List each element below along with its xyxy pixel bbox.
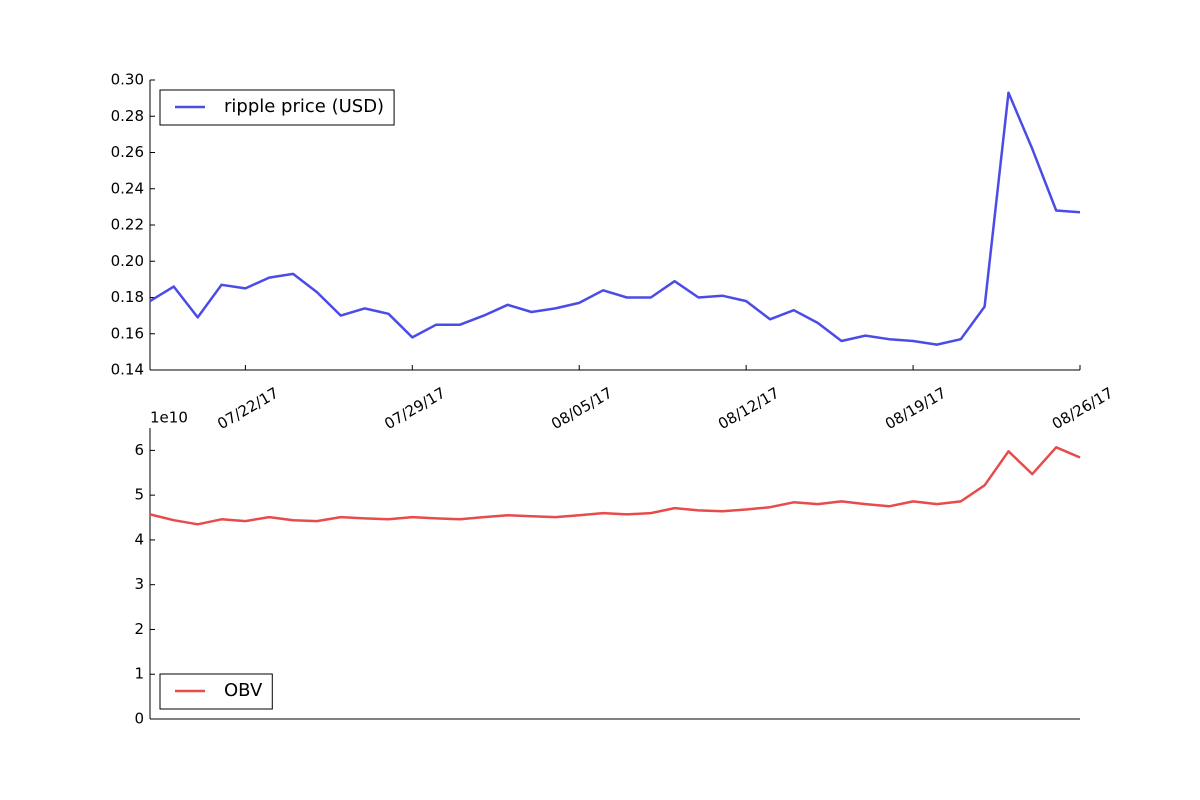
y-tick-label: 2: [134, 620, 144, 638]
x-tick-label: 08/12/17: [715, 384, 782, 433]
y-tick-label: 0.28: [111, 107, 144, 125]
y-tick-label: 1: [134, 665, 144, 683]
legend: ripple price (USD): [159, 89, 395, 126]
data-line: [149, 91, 1081, 346]
offset-text: 1e10: [150, 409, 188, 427]
y-tick-label: 0: [134, 710, 144, 728]
x-tick-label: 08/05/17: [548, 384, 615, 433]
x-tick-label: 07/22/17: [214, 384, 281, 433]
legend: OBV: [159, 673, 273, 710]
y-tick-label: 0.14: [111, 361, 144, 379]
y-tick-label: 0.24: [111, 179, 144, 197]
y-tick-label: 3: [134, 575, 144, 593]
legend-label: ripple price (USD): [224, 96, 384, 117]
x-tick-label: 08/19/17: [882, 384, 949, 433]
y-tick-label: 0.18: [111, 288, 144, 306]
y-tick-label: 4: [134, 530, 144, 548]
panel: 0 1 2 3 4 5 6 1e10 OBV: [134, 409, 1081, 728]
data-line: [149, 446, 1081, 526]
legend-label: OBV: [224, 680, 263, 701]
y-tick-label: 0.20: [111, 252, 144, 270]
y-tick-label: 0.16: [111, 324, 144, 342]
y-tick-label: 0.30: [111, 71, 144, 89]
y-tick-label: 6: [134, 441, 144, 459]
x-tick-label: 08/26/17: [1049, 384, 1116, 433]
x-tick-label: 07/29/17: [381, 384, 448, 433]
y-tick-label: 0.26: [111, 143, 144, 161]
y-tick-label: 5: [134, 486, 144, 504]
panel: 0.14 0.16 0.18 0.20 0.22 0.24 0.26 0.28 0.30 07/2…: [111, 71, 1117, 434]
y-tick-label: 0.22: [111, 216, 144, 234]
